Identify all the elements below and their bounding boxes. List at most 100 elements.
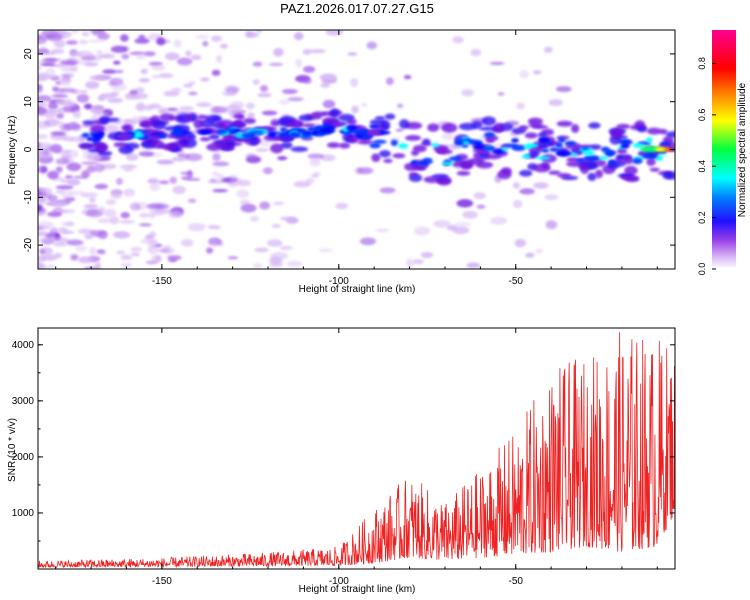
heatmap-noise-blob bbox=[307, 153, 325, 159]
colorbar-tick-label: 0.8 bbox=[697, 57, 707, 70]
ridge-halo-blob bbox=[150, 139, 164, 149]
heatmap-noise-blob bbox=[50, 200, 68, 207]
heatmap-noise-blob bbox=[38, 197, 47, 203]
heatmap-noise-blob bbox=[230, 177, 243, 186]
heatmap-noise-blob bbox=[46, 58, 61, 62]
ridge-halo-blob bbox=[596, 159, 607, 167]
heatmap-noise-blob bbox=[195, 34, 210, 39]
heatmap-noise-blob bbox=[89, 247, 97, 256]
heatmap-noise-blob bbox=[140, 68, 148, 75]
heatmap-noise-blob bbox=[254, 247, 269, 253]
snr-series-line bbox=[38, 332, 675, 569]
heatmap-noise-blob bbox=[172, 156, 187, 162]
spectrogram-x-tick-label: -100 bbox=[329, 276, 349, 287]
heatmap-noise-blob bbox=[76, 58, 92, 66]
heatmap-noise-blob bbox=[208, 238, 220, 247]
heatmap-noise-blob bbox=[461, 89, 474, 97]
heatmap-noise-blob bbox=[239, 199, 251, 205]
heatmap-noise-blob bbox=[180, 239, 194, 247]
heatmap-noise-blob bbox=[52, 86, 59, 92]
ridge-halo-blob bbox=[139, 121, 151, 128]
heatmap-noise-blob bbox=[533, 182, 549, 189]
heatmap-noise-blob bbox=[126, 153, 139, 161]
ridge-halo-blob bbox=[151, 120, 169, 126]
ridge-core-blob bbox=[555, 150, 572, 157]
heatmap-noise-blob bbox=[38, 48, 50, 55]
heatmap-noise-blob bbox=[149, 183, 161, 192]
heatmap-noise-blob bbox=[47, 211, 62, 217]
heatmap-noise-blob bbox=[145, 260, 158, 265]
heatmap-noise-blob bbox=[219, 43, 229, 49]
heatmap-noise-blob bbox=[89, 75, 108, 81]
heatmap-noise-blob bbox=[519, 188, 535, 195]
heatmap-noise-blob bbox=[38, 134, 48, 139]
heatmap-noise-blob bbox=[149, 231, 157, 238]
spectrogram-x-tick-label: -150 bbox=[152, 276, 172, 287]
ridge-halo-blob bbox=[588, 122, 601, 129]
heatmap-noise-blob bbox=[155, 204, 170, 209]
heatmap-noise-blob bbox=[462, 210, 478, 219]
heatmap-noise-blob bbox=[212, 189, 228, 193]
heatmap-noise-blob bbox=[228, 174, 238, 179]
ridge-core-blob bbox=[421, 160, 434, 164]
heatmap-noise-blob bbox=[543, 46, 553, 53]
ridge-halo-blob bbox=[587, 172, 597, 181]
heatmap-noise-blob bbox=[120, 212, 130, 219]
heatmap-noise-blob bbox=[249, 215, 260, 222]
heatmap-noise-blob bbox=[277, 156, 288, 161]
ridge-halo-blob bbox=[298, 114, 313, 122]
heatmap-noise-blob bbox=[278, 99, 290, 105]
heatmap-noise-blob bbox=[40, 165, 48, 174]
ridge-halo-blob bbox=[113, 142, 128, 148]
heatmap-noise-blob bbox=[302, 48, 312, 55]
heatmap-noise-blob bbox=[217, 241, 224, 246]
ridge-core-blob bbox=[116, 133, 132, 140]
spectrogram-y-tick-label: -10 bbox=[23, 190, 34, 205]
heatmap-noise-blob bbox=[69, 190, 86, 196]
ridge-core-blob bbox=[278, 131, 291, 138]
ridge-halo-blob bbox=[399, 119, 410, 129]
ridge-halo-blob bbox=[500, 167, 512, 175]
heatmap-noise-blob bbox=[206, 247, 214, 254]
heatmap-noise-blob bbox=[259, 201, 271, 210]
heatmap-noise-blob bbox=[81, 124, 91, 128]
ridge-halo-blob bbox=[95, 142, 107, 152]
spectrogram-y-tick-label: 20 bbox=[23, 48, 34, 60]
heatmap-noise-blob bbox=[90, 105, 105, 109]
heatmap-noise-blob bbox=[38, 153, 43, 158]
ridge-halo-blob bbox=[290, 119, 304, 128]
ridge-halo-blob bbox=[249, 135, 259, 146]
ridge-core-blob bbox=[390, 139, 398, 146]
ridge-core-blob bbox=[158, 133, 168, 139]
heatmap-noise-blob bbox=[123, 168, 133, 172]
heatmap-noise-blob bbox=[143, 51, 156, 57]
snr-x-tick-label: -150 bbox=[152, 576, 172, 587]
heatmap-noise-blob bbox=[125, 93, 132, 97]
ridge-core-blob bbox=[366, 129, 381, 136]
ridge-halo-blob bbox=[380, 120, 391, 130]
heatmap-noise-blob bbox=[512, 199, 523, 209]
colorbar-tick-label: 0.4 bbox=[697, 160, 707, 173]
heatmap-noise-blob bbox=[452, 226, 470, 235]
heatmap-noise-blob bbox=[65, 40, 78, 45]
ridge-core-blob bbox=[448, 156, 462, 162]
heatmap-noise-blob bbox=[320, 82, 331, 88]
heatmap-noise-blob bbox=[169, 176, 177, 184]
heatmap-noise-blob bbox=[516, 102, 525, 110]
ridge-halo-blob bbox=[528, 117, 543, 126]
ridge-core-blob bbox=[301, 133, 312, 138]
ridge-halo-blob bbox=[524, 132, 538, 139]
heatmap-noise-blob bbox=[83, 204, 98, 208]
heatmap-noise-blob bbox=[40, 187, 53, 195]
spectrogram-y-label: Frequency (Hz) bbox=[7, 116, 18, 185]
ridge-core-blob bbox=[481, 146, 496, 151]
heatmap-noise-blob bbox=[71, 30, 79, 34]
heatmap-noise-blob bbox=[57, 87, 76, 93]
heatmap-noise-blob bbox=[279, 245, 293, 251]
heatmap-noise-blob bbox=[210, 35, 223, 42]
heatmap-noise-blob bbox=[325, 30, 343, 36]
heatmap-noise-blob bbox=[116, 177, 123, 186]
heatmap-noise-blob bbox=[38, 212, 47, 216]
heatmap-noise-blob bbox=[305, 178, 315, 185]
ridge-core-blob bbox=[311, 131, 318, 135]
